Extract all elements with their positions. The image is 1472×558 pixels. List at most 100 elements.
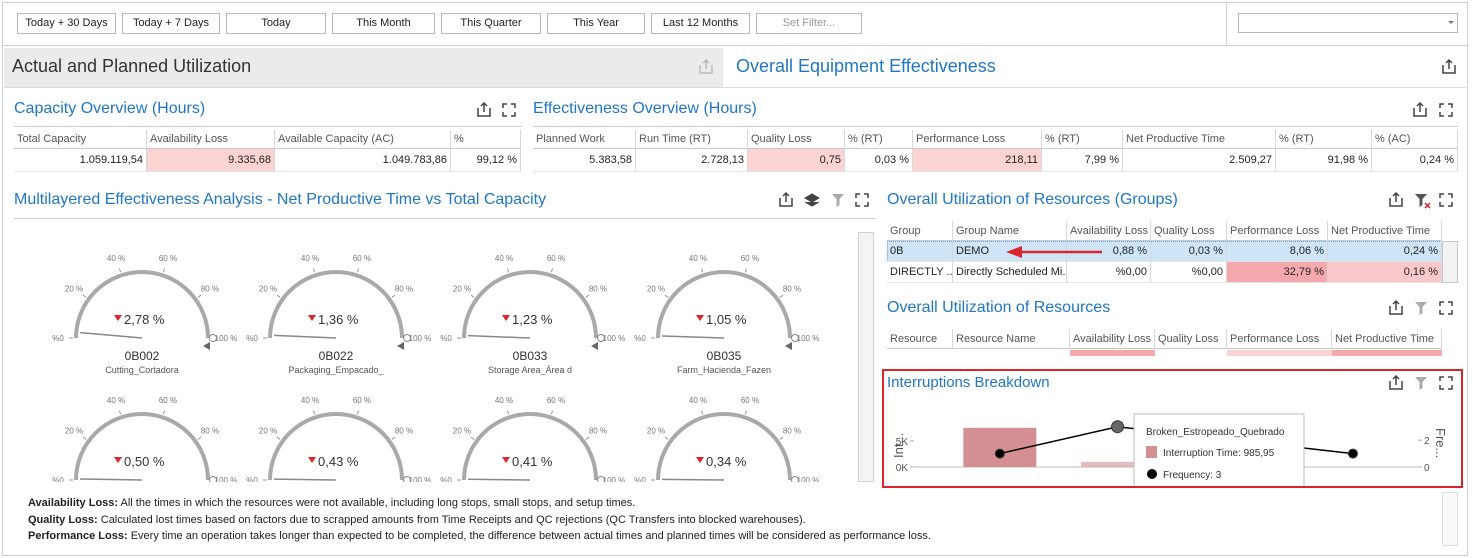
table-cell[interactable]: 0,88 %: [1067, 241, 1151, 262]
gauge-tick-label: 40 %: [301, 396, 319, 405]
gauge-tick: [276, 294, 281, 298]
gauge-tick-label: 80 %: [783, 285, 801, 294]
gauge-value: 0,41 %: [512, 454, 553, 469]
gauge-pivot: [791, 476, 799, 482]
gauge-tick: [118, 410, 122, 415]
gauge-tick: [197, 436, 202, 440]
table-cell: 0,75: [748, 149, 845, 172]
table-header-cell: Planned Work: [533, 130, 636, 149]
gauge-tick-label: %0: [634, 334, 646, 343]
gauge-end-marker: [397, 342, 404, 350]
tooltip-line: Frequency: 3: [1163, 470, 1222, 481]
tab-label[interactable]: Actual and Planned Utilization: [12, 56, 252, 76]
gauge-tick: [585, 436, 590, 440]
table-cell[interactable]: DIRECTLY ...: [887, 262, 953, 283]
gauge-needle: [661, 478, 725, 481]
gauge-tick: [356, 410, 360, 415]
filter-button[interactable]: Last 12 Months: [651, 13, 750, 34]
down-triangle: [696, 315, 704, 321]
gauge-tick: [585, 294, 590, 298]
table-cell[interactable]: 0B: [887, 241, 953, 262]
gauge-name: Cutting_Cortadora: [105, 365, 179, 375]
filter-button[interactable]: Today: [226, 13, 326, 34]
gauge-tick-label: 100 %: [603, 334, 626, 343]
filter-button[interactable]: Today + 7 Days: [122, 13, 220, 34]
gauge-pivot: [791, 334, 799, 342]
gauge-tick-label: 100 %: [215, 476, 238, 482]
scrollbar: [1442, 241, 1458, 283]
layer: Int... Fre... 0K 5K 0 2 Broken_Estropeado_Queb…: [891, 413, 1448, 486]
table-header-cell: Performance Loss: [1227, 221, 1328, 241]
table-cell[interactable]: 0,03 %: [1151, 241, 1227, 262]
gauge-tick-label: 100 %: [797, 334, 820, 343]
table-header-cell: Total Capacity: [14, 130, 147, 149]
gauge-tick: [470, 436, 475, 440]
filter-button[interactable]: This Quarter: [441, 13, 541, 34]
gauge-tick-label: 20 %: [259, 285, 277, 294]
table-cell[interactable]: 8,06 %: [1227, 241, 1328, 262]
gauge-tick: [470, 294, 475, 298]
toolbar-divider: [1226, 2, 1227, 46]
gauge-tick: [664, 294, 669, 298]
gauge-needle: [80, 331, 143, 339]
note: Quality Loss: Calculated lost times base…: [28, 514, 1428, 530]
gauge-tick-label: 60 %: [353, 254, 371, 263]
gauge-name: Farm_Hacienda_Fazen: [677, 365, 771, 375]
table-cell[interactable]: 0,24 %: [1328, 241, 1442, 262]
gauge-arc: [656, 270, 792, 339]
gauge-tick-label: 20 %: [453, 285, 471, 294]
gauge-tick-label: 60 %: [547, 396, 565, 405]
title-rule: [533, 126, 1458, 127]
table-header-cell: Availability Loss: [1070, 329, 1155, 349]
gauge-tick: [162, 410, 166, 415]
gauge-tick-label: %0: [52, 476, 64, 482]
dropdown[interactable]: [1238, 13, 1458, 33]
gauge-tick: [118, 268, 122, 273]
tab-inactive: [4, 48, 723, 87]
panel-title: Overall Utilization of Resources: [887, 299, 1111, 316]
gauge-tick-label: 60 %: [159, 254, 177, 263]
partial-row: [1227, 350, 1332, 356]
gauge-end-marker: [203, 342, 210, 350]
filter-button[interactable]: This Month: [332, 13, 435, 34]
gauge-tick: [744, 410, 748, 415]
gauge-needle: [468, 334, 531, 339]
table-header-cell: Quality Loss: [1155, 329, 1227, 349]
gauge-value: 0,50 %: [124, 454, 165, 469]
note: Performance Loss: Every time an operatio…: [28, 530, 1428, 546]
table-header-cell: % (AC): [1372, 130, 1458, 149]
filter-button[interactable]: Today + 30 Days: [17, 13, 116, 34]
gauge-tick: [312, 268, 316, 273]
filter-button[interactable]: This Year: [547, 13, 645, 34]
gauge-tick-label: 20 %: [65, 285, 83, 294]
table-header-cell: Available Capacity (AC): [275, 130, 451, 149]
table-cell: 5.383,58: [533, 149, 636, 172]
gauge-tick-label: 60 %: [353, 396, 371, 405]
gauge-pivot: [403, 476, 411, 482]
gauge-tick-label: 60 %: [741, 396, 759, 405]
table-cell[interactable]: %0,00: [1151, 262, 1227, 283]
gauge-tick-label: 40 %: [495, 396, 513, 405]
panel-title: Overall Utilization of Resources (Groups…: [887, 191, 1178, 208]
gauge-tick: [506, 268, 510, 273]
gauge-tick-label: 80 %: [201, 285, 219, 294]
table-cell[interactable]: Directly Scheduled Mi...: [953, 262, 1067, 283]
table-cell[interactable]: 0,16 %: [1328, 262, 1442, 283]
gauge-tick-label: 80 %: [201, 427, 219, 436]
gauge-end-marker: [591, 342, 598, 350]
set-filter-button[interactable]: Set Filter...: [756, 13, 862, 34]
y2-tick-label: 0: [1424, 463, 1430, 474]
gauge-tick-label: 60 %: [547, 254, 565, 263]
title-rule: [14, 126, 522, 127]
table-header-cell: Resource: [887, 329, 953, 349]
tab-label[interactable]: Overall Equipment Effectiveness: [736, 56, 996, 76]
table-cell: 218,11: [913, 149, 1042, 172]
gauge-pivot: [597, 476, 605, 482]
gauge-pivot: [209, 476, 217, 482]
gauge-name: Packaging_Empacado_: [288, 365, 384, 375]
table-cell[interactable]: 32,79 %: [1227, 262, 1328, 283]
notes-scrollbar: [1442, 492, 1458, 546]
table-cell[interactable]: %0,00: [1067, 262, 1151, 283]
table-cell[interactable]: DEMO: [953, 241, 1067, 262]
